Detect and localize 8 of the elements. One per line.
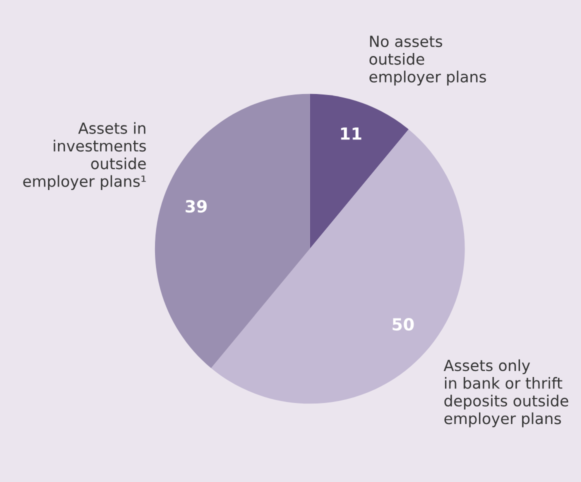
slice-label: Assets in investments outside employer plans¹ — [23, 122, 146, 190]
pie-slice — [310, 94, 409, 249]
data-label: 39 — [186, 200, 207, 213]
data-label: 11 — [341, 127, 362, 140]
pie-slice — [154, 94, 310, 368]
slice-label: Assets only in bank or thrift deposits outside employer plans — [444, 359, 568, 428]
data-label: 50 — [392, 318, 414, 331]
slice-label: No assets outside employer plans — [369, 36, 486, 86]
